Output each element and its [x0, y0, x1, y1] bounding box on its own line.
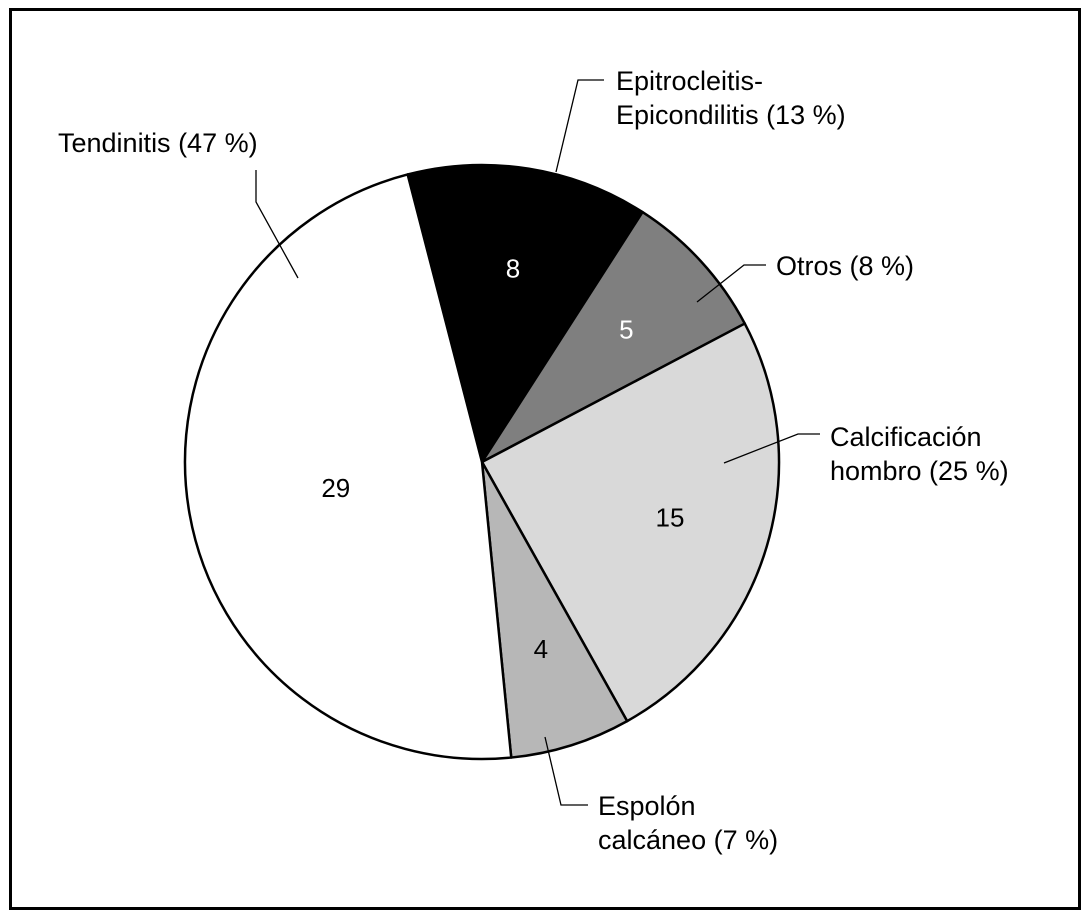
leader-line-espolon — [544, 736, 588, 806]
category-label-epitrocleitis: Epitrocleitis-Epicondilitis (13 %) — [616, 66, 846, 130]
leader-line-otros — [696, 264, 766, 303]
value-label-espolon: 4 — [534, 634, 548, 664]
pie-slice-tendinitis — [183, 173, 513, 761]
value-label-calcificacion: 15 — [656, 503, 685, 533]
value-labels: 8 5 15 4 29 — [321, 254, 684, 665]
category-label-calcificacion: Calcificación hombro (25 %) — [830, 422, 1009, 486]
pie-slice-espolon — [480, 460, 629, 759]
value-label-tendinitis: 29 — [321, 473, 350, 503]
leader-line-calcificacion — [723, 433, 820, 464]
category-labels: Epitrocleitis-Epicondilitis (13 %) Otros … — [58, 66, 1009, 855]
pie-slice-epitrocleitis — [406, 163, 644, 464]
pie-slices — [183, 163, 781, 761]
leader-line-tendinitis — [255, 170, 299, 279]
category-label-otros: Otros (8 %) — [776, 251, 914, 281]
leader-lines — [255, 79, 820, 806]
category-label-tendinitis: Tendinitis (47 %) — [58, 128, 258, 158]
leader-line-epitrocleitis — [555, 79, 604, 173]
category-label-espolon: Espolón calcáneo (7 %) — [598, 791, 778, 855]
pie-slice-otros — [480, 210, 747, 464]
pie-slice-calcificacion — [480, 322, 781, 723]
value-label-epitrocleitis: 8 — [506, 254, 520, 284]
value-label-otros: 5 — [619, 315, 633, 345]
